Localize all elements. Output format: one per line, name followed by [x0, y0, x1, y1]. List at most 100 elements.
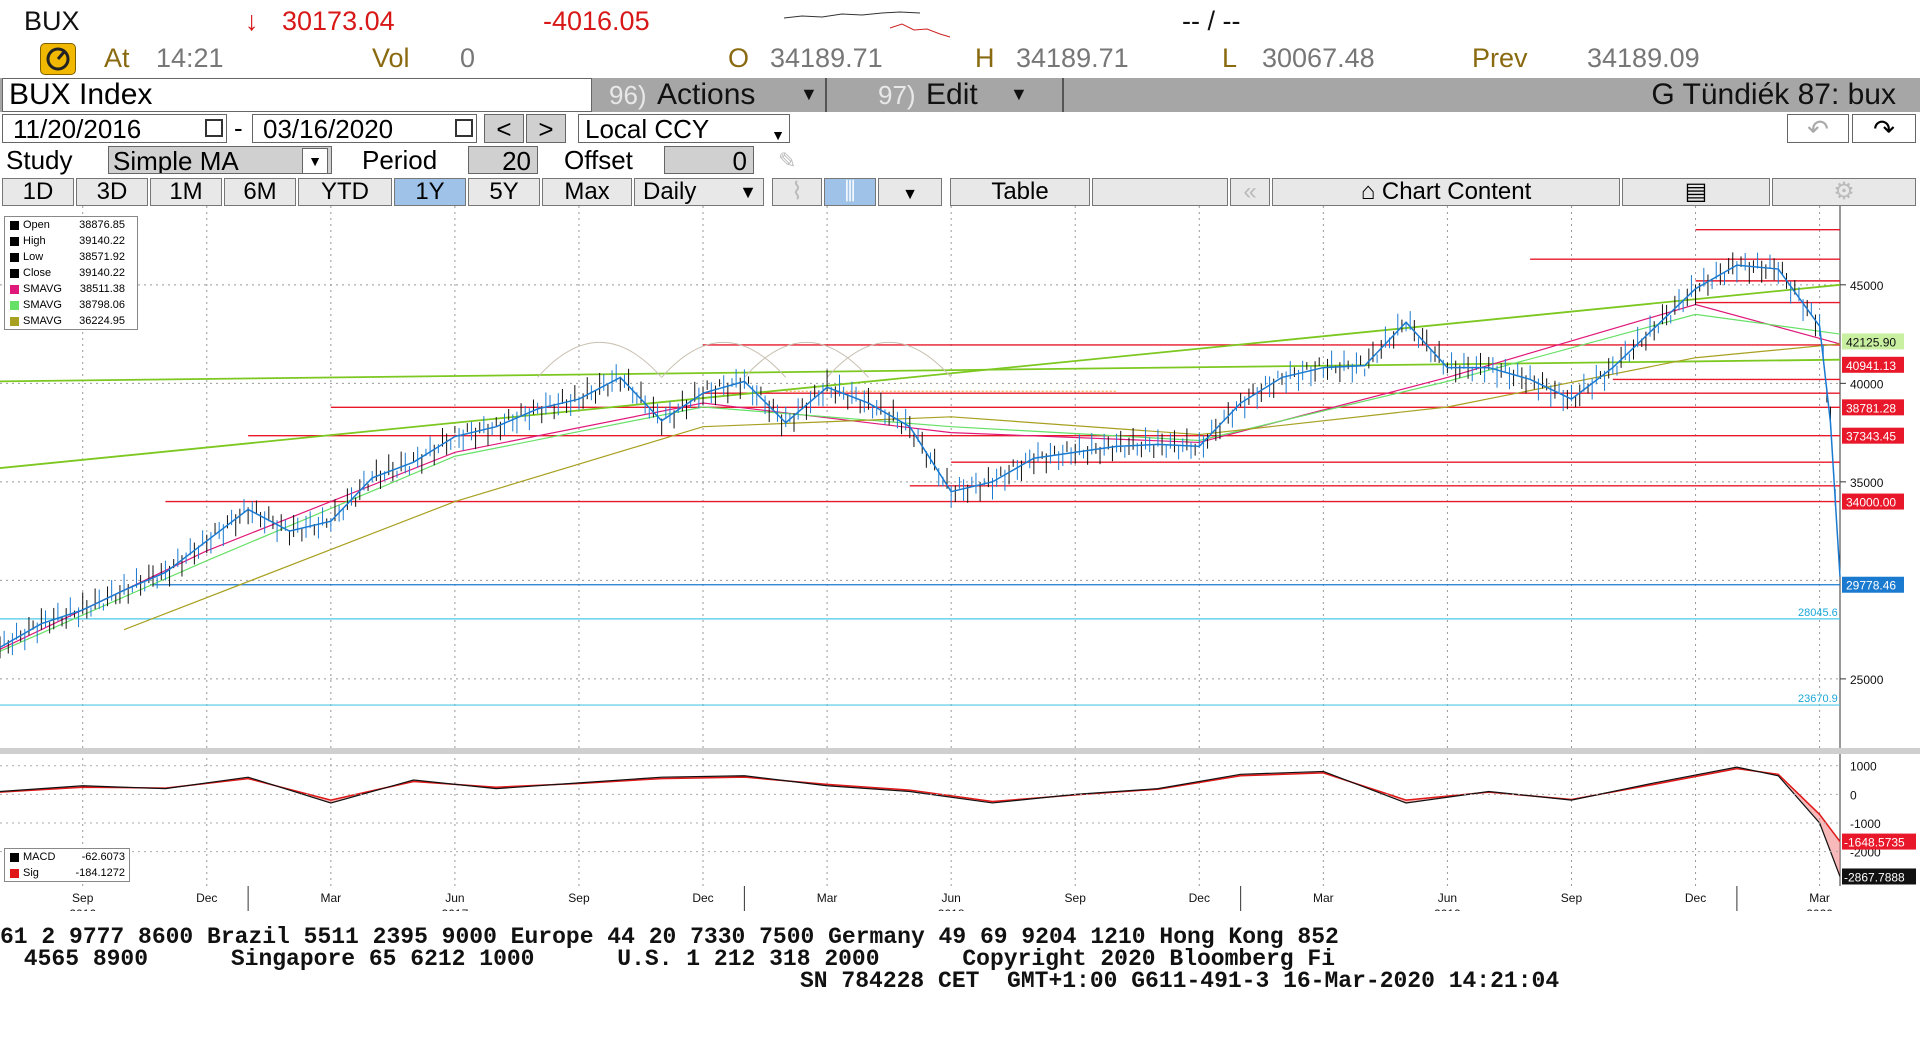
redo-button[interactable]: ↷ [1852, 114, 1916, 143]
undo-button[interactable]: ↶ [1787, 114, 1849, 143]
legend-value: 38571.92 [79, 250, 125, 263]
price-tag-label: 37343.45 [1846, 430, 1896, 444]
price-tag-label: 42125.90 [1846, 335, 1896, 349]
at-label: At [104, 43, 130, 73]
gauge-icon[interactable] [40, 43, 76, 75]
period-button-ytd[interactable]: YTD [298, 178, 392, 206]
gear-icon[interactable]: ⚙ [1772, 178, 1916, 206]
x-year-label: 2019 [1434, 907, 1461, 911]
period-button-6m[interactable]: 6M [224, 178, 296, 206]
chart-content-icon: ⌂ [1360, 178, 1382, 205]
frequency-value: Daily [643, 178, 697, 205]
collapse-icon[interactable]: « [1230, 178, 1270, 206]
low-label: L [1222, 43, 1238, 73]
price-tag-label: 34000.00 [1846, 496, 1896, 510]
legend-value: 38876.85 [79, 218, 125, 231]
net-change: -4016.05 [543, 6, 650, 36]
chevron-down-icon: ▼ [739, 182, 757, 202]
legend-value: -62.6073 [81, 850, 125, 863]
offset-input[interactable]: 0 [664, 146, 754, 174]
price-tag-background [1842, 399, 1904, 416]
line-chart-icon[interactable]: ⌇ [772, 178, 822, 206]
study-select[interactable]: Simple MA ▼ [108, 146, 332, 174]
legend-name: SMAVG [23, 314, 62, 327]
ticker-symbol: BUX [24, 6, 80, 36]
x-month-label: Sep [1561, 891, 1583, 905]
period-button-1y[interactable]: 1Y [394, 178, 466, 206]
end-date-field[interactable]: 03/16/2020 [252, 114, 477, 143]
price-tag-background [1842, 493, 1904, 510]
last-time: 14:21 [156, 43, 224, 73]
vol-value: 0 [460, 43, 476, 73]
legend-row: SMAVG 38511.38 [5, 281, 137, 297]
frequency-select[interactable]: Daily ▼ [634, 178, 764, 206]
macd-tick-label: 1000 [1850, 760, 1877, 774]
period-button-5y[interactable]: 5Y [468, 178, 540, 206]
calendar-icon[interactable] [205, 119, 223, 137]
annotation-icon[interactable]: ▤ [1622, 178, 1770, 206]
offset-label: Offset [564, 145, 633, 175]
legend-swatch [10, 852, 19, 862]
x-month-label: Mar [817, 891, 838, 905]
period-button-max[interactable]: Max [542, 178, 632, 206]
candlestick-icon[interactable]: ⫼ [824, 178, 876, 206]
x-month-label: Mar [1809, 891, 1830, 905]
prev-range-button[interactable]: < [484, 114, 524, 143]
currency-value: Local CCY [585, 114, 710, 143]
axis-tick-label: 35000 [1850, 476, 1884, 490]
period-button-1d[interactable]: 1D [2, 178, 74, 206]
actions-menu[interactable]: 96) Actions ▼ [595, 78, 827, 112]
down-arrow-icon: ↓ [245, 6, 259, 36]
edit-label: Edit [926, 78, 978, 111]
legend-row: Low 38571.92 [5, 249, 137, 265]
next-range-button[interactable]: > [526, 114, 566, 143]
x-month-label: Mar [321, 891, 342, 905]
period-input[interactable]: 20 [468, 146, 538, 174]
high-label: H [975, 43, 995, 73]
price-tag-label: 29778.46 [1846, 579, 1896, 593]
chevron-down-icon: ▼ [902, 186, 918, 203]
blank-toolbar-slot [1092, 178, 1228, 206]
bid-ask-range: -- / -- [1182, 6, 1241, 36]
x-month-label: Dec [196, 891, 217, 905]
currency-select[interactable]: Local CCY ▼ [578, 114, 790, 143]
moving-averages [0, 303, 1841, 652]
edit-menu[interactable]: 97) Edit ▼ [832, 78, 1064, 112]
macd-tick-label: 0 [1850, 788, 1857, 802]
pattern-arc [744, 342, 869, 378]
trend-line [0, 358, 1841, 383]
period-label: Period [362, 145, 438, 175]
legend-row: Open 38876.85 [5, 217, 137, 233]
chart-area[interactable]: 45000 40000 35000 25000 42125.90 40941.13 3878… [0, 206, 1920, 911]
table-button[interactable]: Table [950, 178, 1090, 206]
chevron-down-icon: ▼ [1010, 84, 1028, 104]
legend-row: SMAVG 36224.95 [5, 313, 137, 329]
period-button-1m[interactable]: 1M [150, 178, 222, 206]
macd-tag-background [1842, 833, 1916, 850]
pencil-icon[interactable]: ✎ [778, 148, 797, 173]
low-value: 30067.48 [1262, 43, 1375, 73]
start-date-field[interactable]: 11/20/2016 [2, 114, 227, 143]
x-month-label: Sep [1065, 891, 1087, 905]
macd-signal-line [0, 767, 1841, 843]
x-month-label: Mar [1313, 891, 1334, 905]
chart-content-button[interactable]: ⌂ Chart Content [1272, 178, 1620, 206]
level-lines [0, 228, 1840, 706]
x-year-label: 2017 [442, 907, 469, 911]
macd-tag-background [1842, 868, 1916, 885]
legend-row: Sig -184.1272 [5, 865, 129, 881]
calendar-icon[interactable] [455, 119, 473, 137]
legend-swatch [10, 268, 19, 278]
chart-type-dropdown[interactable]: ▼ [878, 178, 942, 206]
period-button-3d[interactable]: 3D [76, 178, 148, 206]
security-title[interactable]: BUX Index [2, 78, 592, 112]
x-axis: Sep Dec Mar Jun Sep Dec Mar Jun Sep Dec Mar Jun Sep D… [69, 886, 1833, 911]
macd-legend: MACD -62.6073 Sig -184.1272 [4, 848, 130, 882]
grid-lines [0, 206, 1920, 886]
axis-tick-label: 45000 [1850, 279, 1884, 293]
panel-divider [0, 748, 1920, 754]
high-value: 34189.71 [1016, 43, 1129, 73]
legend-row: High 39140.22 [5, 233, 137, 249]
pattern-arc [661, 342, 787, 378]
edit-number: 97) [878, 80, 916, 110]
